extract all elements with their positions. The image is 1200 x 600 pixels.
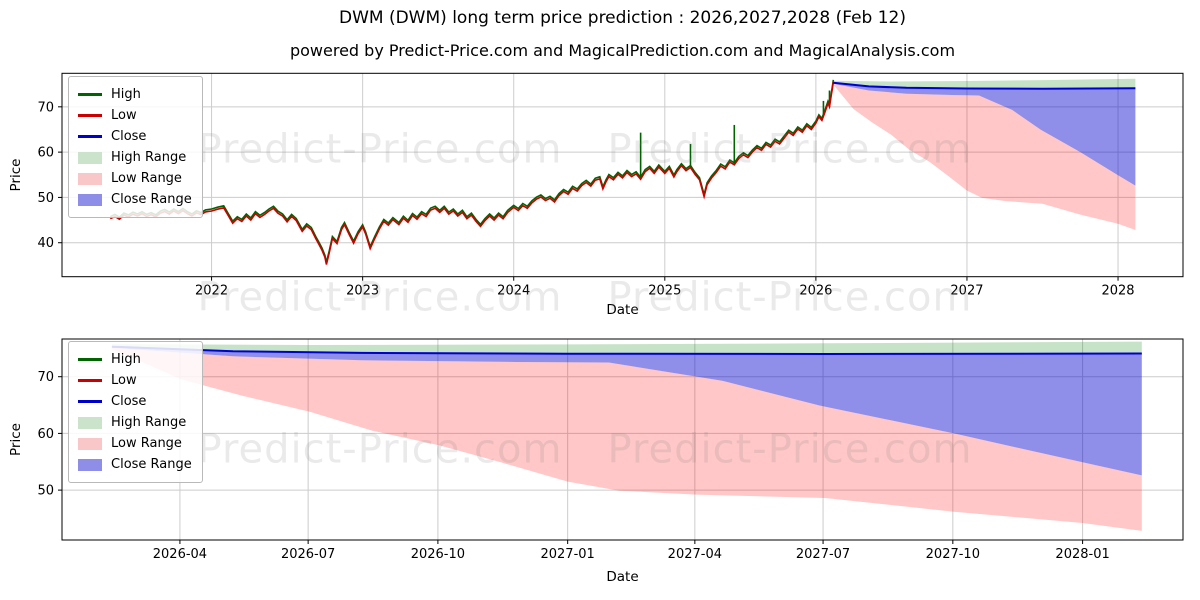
legend-item-label: Close bbox=[111, 129, 147, 144]
legend-bottom: High Low Close High Range Low Range Close Ran… bbox=[68, 341, 203, 483]
band-close-range bbox=[111, 346, 1142, 476]
legend-patch-swatch bbox=[78, 172, 102, 185]
x-tick-label: 2026-10 bbox=[411, 547, 465, 562]
legend-item-close-range: Close Range bbox=[78, 189, 192, 210]
prediction-close-line bbox=[833, 81, 1136, 90]
legend-patch-swatch bbox=[78, 458, 102, 471]
legend-item-label: Close bbox=[111, 394, 147, 409]
axes-frame bbox=[61, 72, 1184, 278]
legend-item-label: Low bbox=[111, 373, 137, 388]
legend-item-low-range: Low Range bbox=[78, 433, 192, 454]
legend-item-close: Close bbox=[78, 391, 192, 412]
legend-item-low-range: Low Range bbox=[78, 168, 192, 189]
history-high-line bbox=[109, 79, 835, 263]
legend-line-swatch bbox=[78, 400, 102, 403]
y-tick-label: 50 bbox=[37, 191, 54, 206]
x-axis-label: Date bbox=[606, 302, 638, 318]
x-tick-label: 2026 bbox=[799, 284, 832, 299]
x-tick-label: 2027-07 bbox=[796, 547, 850, 562]
x-tick-label: 2026-07 bbox=[281, 547, 335, 562]
x-tick-label: 2022 bbox=[195, 284, 228, 299]
legend-item-label: Close Range bbox=[111, 457, 192, 472]
legend-line-swatch bbox=[78, 93, 102, 96]
chart-subtitle: powered by Predict-Price.com and Magical… bbox=[289, 41, 956, 60]
legend-item-high: High bbox=[78, 84, 192, 105]
x-tick-label: 2028 bbox=[1101, 284, 1134, 299]
legend-line-swatch bbox=[78, 379, 102, 382]
chart-title: DWM (DWM) long term price prediction : 2… bbox=[338, 8, 907, 28]
history-low-line bbox=[109, 81, 835, 265]
legend-item-high: High bbox=[78, 349, 192, 370]
x-tick-label: 2027-10 bbox=[926, 547, 980, 562]
y-tick-label: 60 bbox=[37, 146, 54, 161]
legend-item-close: Close bbox=[78, 126, 192, 147]
legend-item-low: Low bbox=[78, 105, 192, 126]
legend-top: High Low Close High Range Low Range Close Ran… bbox=[68, 76, 203, 218]
legend-item-label: High bbox=[111, 352, 141, 367]
band-high-range bbox=[833, 78, 1136, 90]
y-axis-label: Price bbox=[8, 423, 24, 456]
x-tick-label: 2027-01 bbox=[540, 547, 594, 562]
x-tick-label: 2024 bbox=[497, 284, 530, 299]
legend-item-close-range: Close Range bbox=[78, 454, 192, 475]
y-tick-label: 70 bbox=[37, 100, 54, 115]
band-high-range bbox=[111, 341, 1142, 355]
legend-item-high-range: High Range bbox=[78, 147, 192, 168]
prediction-close-line bbox=[111, 345, 1142, 356]
legend-item-label: Low bbox=[111, 108, 137, 123]
x-tick-label: 2027-04 bbox=[668, 547, 722, 562]
y-tick-label: 60 bbox=[37, 427, 54, 442]
y-axis-label: Price bbox=[8, 159, 24, 192]
y-tick-label: 40 bbox=[37, 236, 54, 251]
legend-patch-swatch bbox=[78, 416, 102, 429]
legend-item-high-range: High Range bbox=[78, 412, 192, 433]
legend-item-low: Low bbox=[78, 370, 192, 391]
band-low-range bbox=[111, 347, 1142, 531]
legend-item-label: High Range bbox=[111, 415, 187, 430]
legend-item-label: Low Range bbox=[111, 171, 182, 186]
legend-line-swatch bbox=[78, 114, 102, 117]
legend-item-label: High Range bbox=[111, 150, 187, 165]
legend-patch-swatch bbox=[78, 151, 102, 164]
x-tick-label: 2023 bbox=[346, 284, 379, 299]
x-tick-label: 2025 bbox=[648, 284, 681, 299]
legend-item-label: High bbox=[111, 87, 141, 102]
legend-line-swatch bbox=[78, 135, 102, 138]
x-axis-label: Date bbox=[606, 569, 638, 585]
band-close-range bbox=[833, 82, 1136, 186]
legend-patch-swatch bbox=[78, 193, 102, 206]
y-tick-label: 50 bbox=[37, 484, 54, 499]
axes-frame bbox=[61, 338, 1184, 541]
legend-item-label: Close Range bbox=[111, 192, 192, 207]
x-tick-label: 2026-04 bbox=[153, 547, 207, 562]
legend-patch-swatch bbox=[78, 437, 102, 450]
legend-item-label: Low Range bbox=[111, 436, 182, 451]
x-tick-label: 2027 bbox=[950, 284, 983, 299]
legend-line-swatch bbox=[78, 358, 102, 361]
y-tick-label: 70 bbox=[37, 370, 54, 385]
band-low-range bbox=[833, 83, 1136, 230]
x-tick-label: 2028-01 bbox=[1055, 547, 1109, 562]
